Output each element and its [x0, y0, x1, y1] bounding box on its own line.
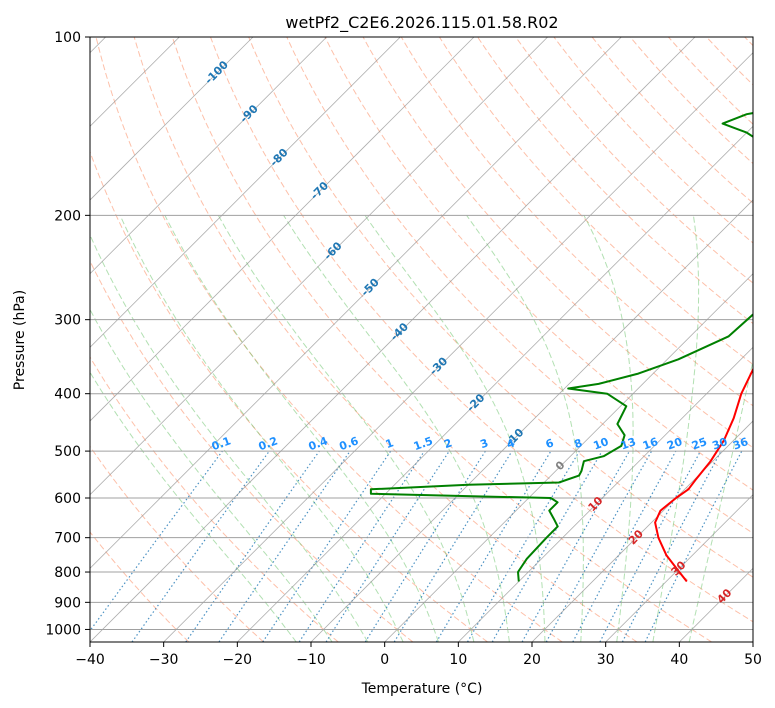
- mixing-ratio-line: [545, 450, 653, 642]
- moist-adiabat: [90, 233, 369, 642]
- mixing-ratio-label: 30: [710, 435, 729, 453]
- mixing-ratio-label: 13: [619, 435, 638, 452]
- skewed-isotherm: [458, 346, 753, 642]
- skewed-isotherm: [90, 37, 401, 348]
- chart-title: wetPf2_C2E6.2026.115.01.58.R02: [285, 13, 558, 33]
- plot-frame: [89, 36, 754, 643]
- mixing-ratio-line: [131, 450, 270, 642]
- mixing-ratio-label: 20: [665, 435, 684, 453]
- skewed-isotherm: [90, 37, 475, 422]
- dry-adiabat: [210, 37, 753, 623]
- moist-adiabat: [688, 358, 753, 642]
- x-tick-label: 10: [449, 652, 467, 668]
- mixing-ratio-label: 8: [572, 436, 584, 451]
- mixing-ratio-label: 4: [505, 436, 517, 451]
- skewed-isotherm: [384, 273, 753, 642]
- skewed-isotherm: [163, 52, 753, 642]
- temperature-line: [654, 367, 753, 583]
- mixing-ratio-label: 10: [592, 435, 611, 453]
- skewed-isotherm: [310, 199, 753, 642]
- y-axis-label: Pressure (hPa): [12, 290, 28, 390]
- dry-adiabat: [90, 531, 190, 642]
- background-lines: [90, 37, 753, 642]
- mixing-ratio-labels: 0.1 0.2 0.4 0.6 1 1.5 2 3 4 6 8 10 13 16 20 25 30 36: [210, 434, 750, 453]
- dewpoint-line: [369, 112, 753, 582]
- moist-adiabat: [583, 215, 634, 642]
- mixing-ratio-label: 0.2: [257, 434, 280, 453]
- moist-adiabat: [217, 215, 475, 642]
- moist-adiabat: [90, 371, 297, 642]
- mixing-ratio-line: [218, 450, 351, 642]
- mixing-ratio-label: 0.1: [210, 434, 233, 453]
- moist-adiabat: [283, 215, 510, 642]
- y-tick-label: 900: [54, 595, 81, 611]
- y-tick-label: 400: [54, 387, 81, 403]
- skewed-isotherm: [90, 37, 327, 275]
- mixing-ratio-line: [644, 450, 743, 642]
- moist-adiabat: [652, 215, 700, 642]
- dry-adiabat: [171, 37, 712, 642]
- mixing-ratio-label: 16: [641, 435, 660, 453]
- dry-adiabat: [400, 37, 753, 407]
- y-axis: 100 200 300 400 500 600 700 800 900 1000: [45, 30, 90, 638]
- mixing-ratio-line: [325, 450, 450, 642]
- y-tick-label: 100: [54, 30, 81, 46]
- skewed-isotherm: [90, 37, 622, 569]
- y-tick-label: 300: [54, 313, 81, 329]
- skewed-isotherm: [531, 420, 753, 642]
- mixing-ratio-label: 2: [442, 436, 454, 451]
- mixing-ratio-label: 36: [731, 435, 750, 453]
- x-tick-label: −40: [75, 652, 105, 668]
- dry-adiabat: [515, 37, 753, 284]
- y-tick-label: 500: [54, 444, 81, 460]
- mixing-ratio-line: [393, 450, 513, 642]
- skewed-isotherm: [605, 494, 753, 642]
- x-tick-label: 40: [670, 652, 688, 668]
- skewed-isotherm: [90, 37, 254, 201]
- dry-adiabat: [95, 37, 563, 642]
- mixing-ratio-label: 1.5: [412, 434, 435, 453]
- dry-adiabat: [90, 445, 264, 642]
- x-tick-label: −10: [296, 652, 326, 668]
- y-tick-label: 700: [54, 531, 81, 547]
- dry-adiabat: [248, 37, 753, 578]
- y-tick-label: 1000: [45, 622, 81, 638]
- mixing-ratio-label: 0.6: [338, 434, 361, 453]
- dry-adiabat: [90, 150, 488, 642]
- x-tick-label: −20: [223, 652, 253, 668]
- mixing-ratio-line: [521, 450, 631, 642]
- x-tick-label: 0: [380, 652, 389, 668]
- dry-adiabat: [438, 37, 753, 366]
- mixing-ratio-label: 0.4: [307, 434, 330, 453]
- y-tick-label: 600: [54, 491, 81, 507]
- mixing-ratio-line: [572, 450, 677, 642]
- mixing-ratio-label: 3: [478, 436, 490, 451]
- mixing-ratio-label: 1: [384, 436, 396, 451]
- mixing-ratio-label: 6: [544, 436, 556, 451]
- data-series: [369, 112, 753, 583]
- moist-adiabat: [164, 215, 439, 642]
- skewed-isotherm: [237, 125, 753, 642]
- mixing-ratio-label: 25: [690, 435, 709, 452]
- moist-adiabat: [119, 215, 404, 642]
- y-tick-label: 200: [54, 208, 81, 224]
- x-axis-label: Temperature (°C): [361, 681, 483, 697]
- skewed-isotherm: [90, 37, 548, 496]
- skewed-isotherm: [90, 37, 696, 642]
- y-tick-label: 800: [54, 565, 81, 581]
- moist-adiabat: [466, 215, 584, 642]
- x-axis: −40 −30 −20 −10 0 10 20 30 40 50: [75, 642, 762, 668]
- mixing-ratio-line: [185, 450, 320, 642]
- mixing-ratio-line: [262, 450, 392, 642]
- dry-adiabat: [90, 356, 339, 642]
- x-tick-label: 20: [523, 652, 541, 668]
- x-tick-label: 50: [744, 652, 762, 668]
- x-tick-label: 30: [597, 652, 615, 668]
- moist-adiabat: [90, 308, 333, 642]
- mixing-ratio-line: [90, 450, 223, 632]
- moist-adiabat: [364, 215, 546, 642]
- x-tick-label: −30: [149, 652, 179, 668]
